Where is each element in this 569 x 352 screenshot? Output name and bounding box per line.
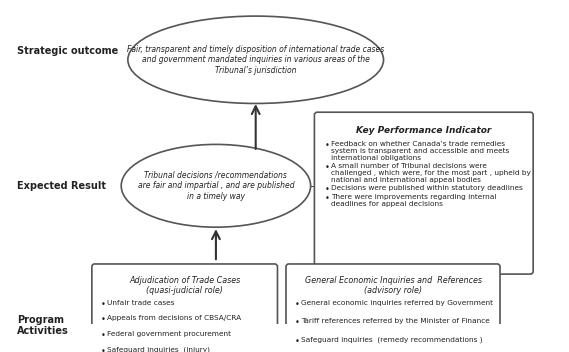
Text: Unfair trade cases: Unfair trade cases bbox=[107, 300, 174, 306]
FancyBboxPatch shape bbox=[286, 264, 500, 352]
Ellipse shape bbox=[128, 16, 384, 103]
Text: •: • bbox=[325, 194, 329, 203]
Text: •: • bbox=[295, 337, 299, 346]
Text: •: • bbox=[100, 300, 105, 309]
FancyBboxPatch shape bbox=[315, 112, 533, 274]
Text: Safeguard inquiries  (remedy recommendations ): Safeguard inquiries (remedy recommendati… bbox=[301, 337, 483, 343]
Text: Tariff references referred by the Minister of Finance: Tariff references referred by the Minist… bbox=[301, 318, 490, 324]
Text: Feedback on whether Canada’s trade remedies
system is transparent and accessible: Feedback on whether Canada’s trade remed… bbox=[332, 141, 510, 161]
Text: •: • bbox=[295, 300, 299, 309]
Text: Tribunal decisions /recommendations
are fair and impartial , and are published
i: Tribunal decisions /recommendations are … bbox=[138, 171, 294, 201]
Text: Fair, transparent and timely disposition of international trade cases
and govern: Fair, transparent and timely disposition… bbox=[127, 45, 384, 75]
Text: •: • bbox=[325, 185, 329, 194]
Text: Program
Activities: Program Activities bbox=[17, 315, 69, 336]
Text: Adjudication of Trade Cases
(quasi-judicial role): Adjudication of Trade Cases (quasi-judic… bbox=[129, 276, 240, 295]
Text: •: • bbox=[325, 141, 329, 150]
Text: General Economic Inquiries and  References
(advisory role): General Economic Inquiries and Reference… bbox=[304, 276, 481, 295]
Text: •: • bbox=[325, 163, 329, 172]
Text: Decisions were published within statutory deadlines: Decisions were published within statutor… bbox=[332, 185, 523, 191]
FancyBboxPatch shape bbox=[92, 264, 278, 352]
Text: General economic inquiries referred by Government: General economic inquiries referred by G… bbox=[301, 300, 493, 306]
Text: •: • bbox=[100, 347, 105, 352]
Text: A small number of Tribunal decisions were
challenged , which were, for the most : A small number of Tribunal decisions wer… bbox=[332, 163, 531, 183]
Text: Expected Result: Expected Result bbox=[17, 181, 106, 191]
Text: •: • bbox=[100, 315, 105, 325]
Text: Federal government procurement: Federal government procurement bbox=[107, 331, 231, 337]
Text: •: • bbox=[295, 318, 299, 327]
Ellipse shape bbox=[121, 144, 311, 227]
Text: There were improvements regarding internal
deadlines for appeal decisions: There were improvements regarding intern… bbox=[332, 194, 497, 207]
Text: Strategic outcome: Strategic outcome bbox=[17, 46, 118, 56]
Text: Safeguard inquiries  (injury): Safeguard inquiries (injury) bbox=[107, 347, 210, 352]
Text: •: • bbox=[100, 331, 105, 340]
Text: Appeals from decisions of CBSA/CRA: Appeals from decisions of CBSA/CRA bbox=[107, 315, 241, 321]
Text: Key Performance Indicator: Key Performance Indicator bbox=[356, 126, 492, 135]
